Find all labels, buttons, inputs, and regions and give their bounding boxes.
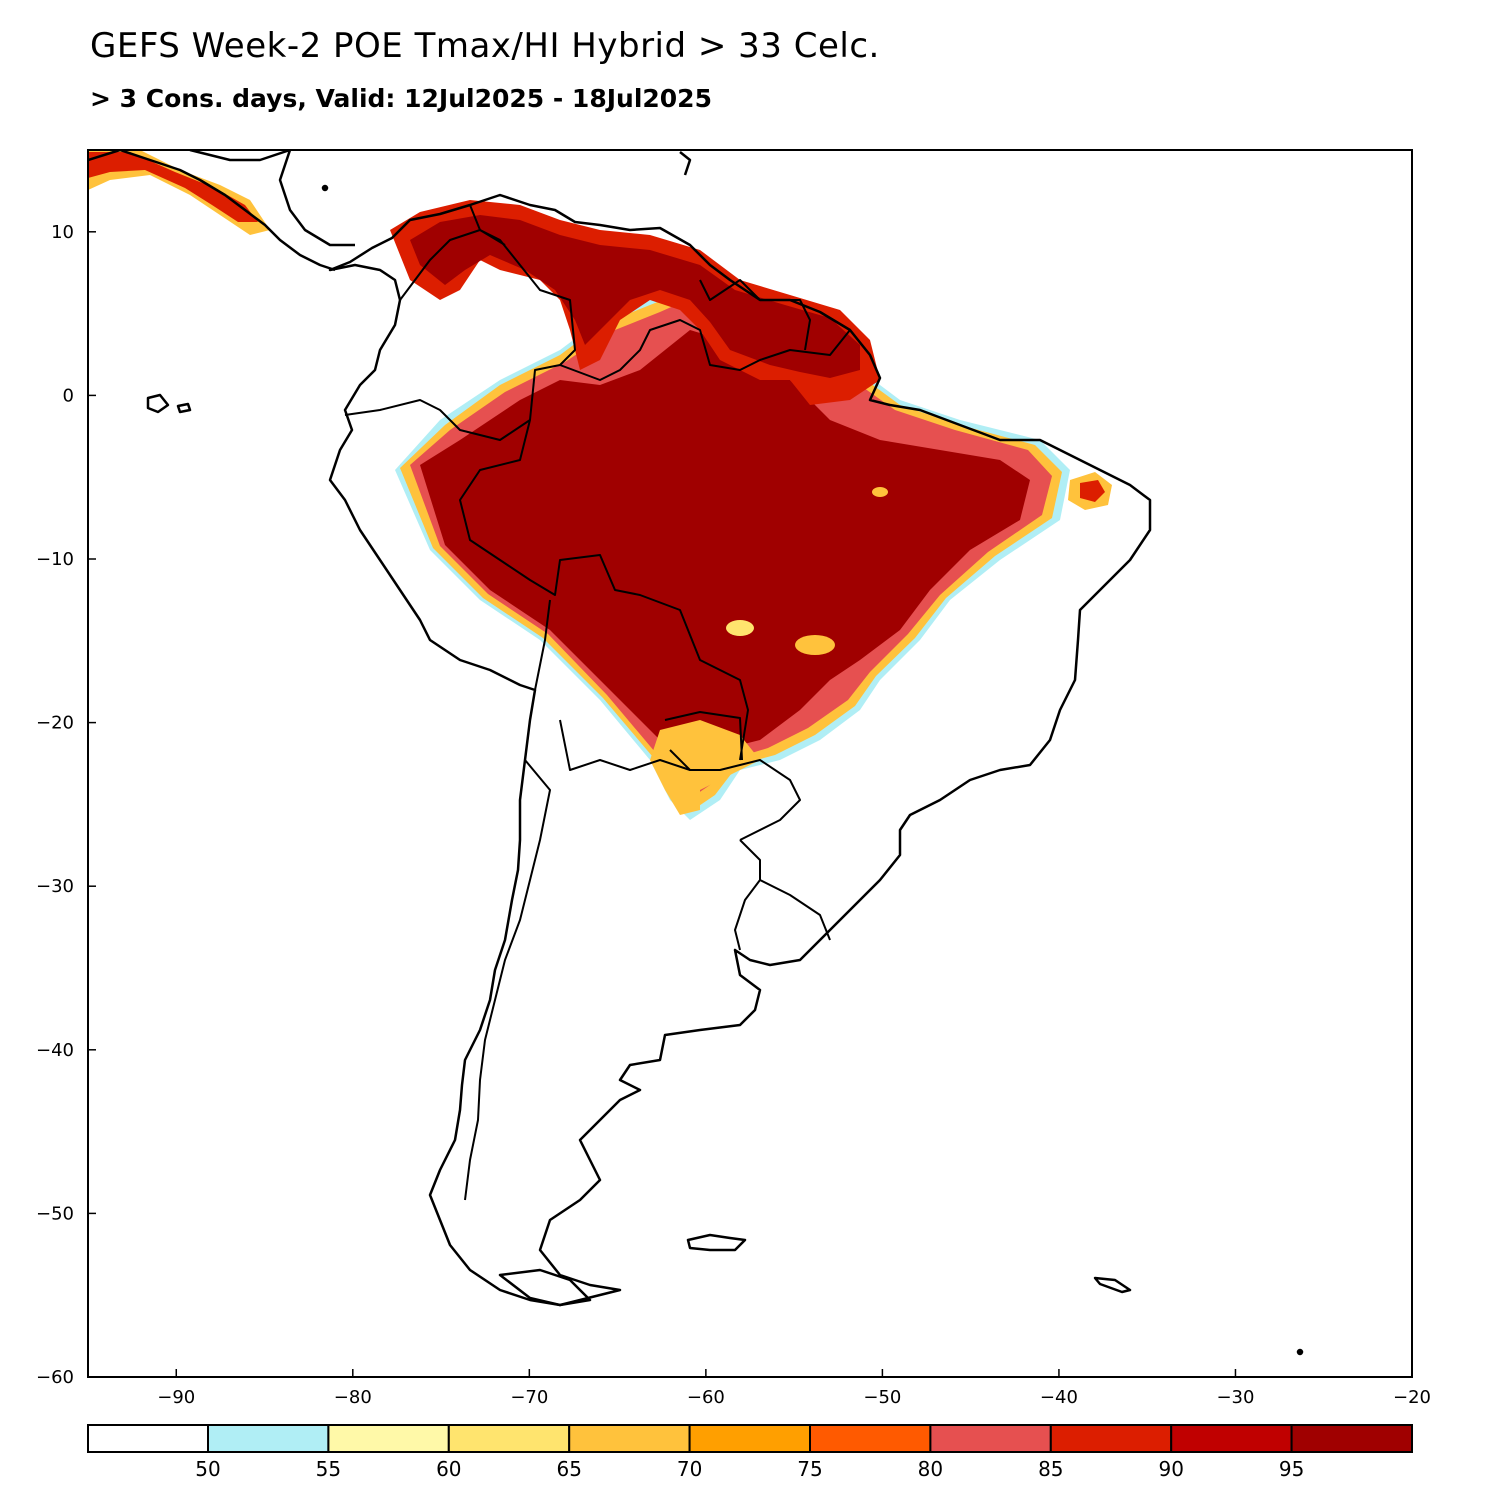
- country-borders: [344, 204, 851, 1201]
- shading-northeast-spot-inner: [1080, 480, 1105, 502]
- border: [759, 879, 831, 941]
- colorbar-label: 80: [918, 1457, 943, 1481]
- colorbar-swatch: [1170, 1424, 1293, 1453]
- y-tick-label: −60: [36, 1367, 74, 1388]
- border: [559, 319, 851, 381]
- island-small: [1296, 1348, 1304, 1356]
- border: [464, 759, 551, 1201]
- colorbar-swatch: [447, 1424, 571, 1453]
- y-axis: 10 0 −10 −20 −30 −40 −50 −60: [36, 222, 96, 1388]
- border: [344, 399, 531, 441]
- y-tick-label: −10: [36, 549, 74, 570]
- shading-central-america: [88, 150, 270, 235]
- coastline-south-america: [328, 193, 1152, 1307]
- border: [559, 719, 801, 841]
- colorbar-label: 95: [1279, 1457, 1304, 1481]
- y-tick-label: 0: [63, 385, 74, 406]
- plot-frame: [87, 149, 1413, 1378]
- shading-band-95: [420, 330, 1030, 780]
- island-caribbean: [679, 151, 692, 176]
- shading-hole: [726, 620, 754, 636]
- x-tick-label: −70: [510, 1387, 548, 1408]
- colorbar-label: 50: [195, 1457, 220, 1481]
- shading-central-america-inner: [88, 152, 258, 222]
- border: [734, 839, 761, 951]
- y-tick-label: −30: [36, 876, 74, 897]
- y-tick-label: −40: [36, 1040, 74, 1061]
- colorbar-label: 55: [316, 1457, 341, 1481]
- island-galapagos: [146, 393, 170, 414]
- y-tick-label: 10: [51, 222, 74, 243]
- border: [664, 711, 743, 761]
- coastline-central-america-east: [189, 150, 355, 247]
- border: [469, 204, 506, 246]
- shading-hole: [872, 487, 888, 497]
- x-tick-label: −90: [157, 1387, 195, 1408]
- colorbar-label: 60: [436, 1457, 461, 1481]
- x-tick-label: −20: [1393, 1387, 1431, 1408]
- island-south-georgia: [1093, 1276, 1132, 1294]
- x-tick-label: −60: [687, 1387, 725, 1408]
- colorbar-swatch: [929, 1424, 1052, 1453]
- border: [669, 749, 691, 771]
- colorbar-swatch: [568, 1424, 691, 1453]
- colorbar-swatch: [207, 1424, 330, 1453]
- border: [534, 599, 551, 691]
- colorbar-swatch: [809, 1424, 932, 1453]
- x-axis: −90 −80 −70 −60 −50 −40 −30 −20: [157, 1369, 1431, 1408]
- map-subtitle: > 3 Cons. days, Valid: 12Jul2025 - 18Jul…: [90, 84, 712, 113]
- island-tierra-del-fuego: [498, 1268, 592, 1307]
- colorbar-label: 90: [1158, 1457, 1183, 1481]
- shading-paraguay: [650, 720, 760, 815]
- colorbar-swatch: [87, 1424, 209, 1453]
- shading-hole: [795, 635, 835, 655]
- x-tick-label: −50: [863, 1387, 901, 1408]
- colorbar-label: 75: [797, 1457, 822, 1481]
- x-tick-label: −80: [334, 1387, 372, 1408]
- colorbar-label: 65: [556, 1457, 581, 1481]
- border: [399, 229, 749, 761]
- y-tick-label: −20: [36, 713, 74, 734]
- colorbar-label: 85: [1038, 1457, 1063, 1481]
- colorbar-swatch: [1049, 1424, 1173, 1453]
- shading-north-inner: [410, 215, 860, 378]
- island-falklands: [686, 1233, 747, 1252]
- coastlines: [88, 150, 1304, 1356]
- coastline-central-america: [88, 150, 336, 272]
- colorbar-swatch: [1290, 1424, 1413, 1453]
- colorbar-label: 70: [677, 1457, 702, 1481]
- island-small: [321, 184, 329, 192]
- x-tick-label: −30: [1216, 1387, 1254, 1408]
- colorbar-swatch: [327, 1424, 450, 1453]
- x-tick-label: −40: [1040, 1387, 1078, 1408]
- colorbar-swatch: [688, 1424, 811, 1453]
- colorbar: 50 55 60 65 70 75 80 85 90 95: [87, 1424, 1413, 1481]
- probability-shading: [88, 150, 1112, 820]
- border: [699, 279, 811, 351]
- y-tick-label: −50: [36, 1203, 74, 1224]
- map-title: GEFS Week-2 POE Tmax/HI Hybrid > 33 Celc…: [90, 26, 880, 66]
- island-galapagos: [176, 402, 192, 414]
